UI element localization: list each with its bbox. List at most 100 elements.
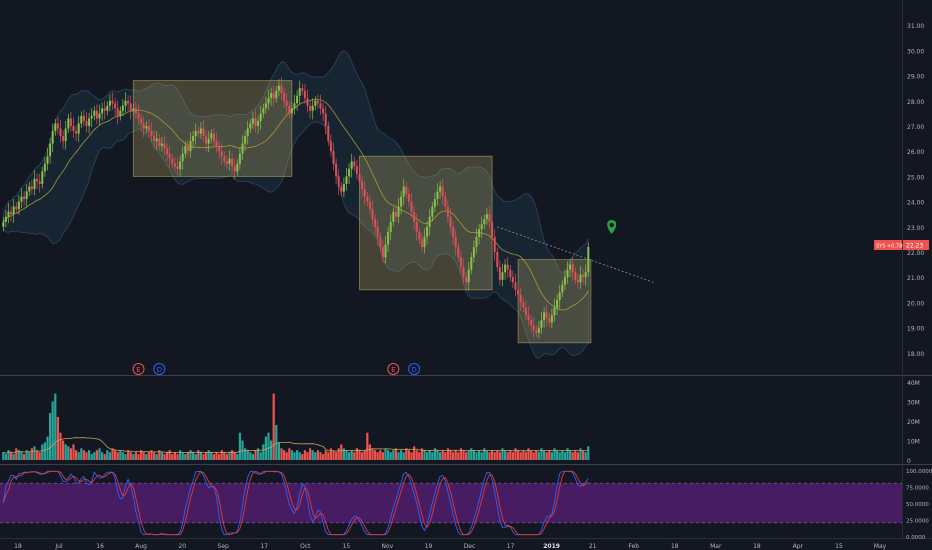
candle-body-74	[194, 131, 197, 136]
volume-bar-32	[85, 452, 88, 460]
time-tick-6: 17	[260, 543, 268, 550]
volume-bar-35	[93, 452, 96, 460]
candle-body-70	[184, 146, 187, 154]
candle-body-123	[322, 108, 325, 114]
volume-bar-78	[205, 452, 208, 460]
candle-body-61	[160, 143, 163, 147]
volume-bar-204	[532, 452, 535, 460]
event-earnings-3[interactable]: E	[387, 363, 400, 375]
volume-bar-147	[384, 448, 387, 460]
volume-bar-124	[324, 450, 327, 460]
stochastic-panel	[0, 470, 902, 536]
volume-bar-174	[454, 450, 457, 460]
time-tick-17: Mar	[710, 543, 722, 550]
volume-bar-186	[485, 450, 488, 460]
volume-bar-122	[319, 452, 322, 460]
event-dividend-4[interactable]: D	[408, 363, 421, 375]
volume-tick-4: 0	[907, 458, 911, 465]
volume-bar-187	[488, 452, 491, 460]
candle-body-92	[241, 143, 244, 154]
range-box-1	[132, 80, 293, 177]
stoch-tick-2: 50.0000	[906, 502, 929, 508]
volume-bar-4	[12, 454, 15, 460]
time-tick-11: Dec	[464, 543, 476, 550]
candle-body-97	[254, 118, 257, 126]
volume-bar-43	[114, 450, 117, 460]
candle-body-133	[348, 168, 351, 177]
candle-body-21	[56, 123, 59, 129]
candle-body-5	[15, 206, 18, 210]
event-earnings-1[interactable]: E	[132, 363, 145, 375]
volume-bar-55	[145, 454, 148, 460]
candle-body-1	[4, 216, 7, 222]
volume-bar-88	[231, 450, 234, 460]
volume-bar-22	[59, 432, 62, 460]
event-label: D	[411, 366, 416, 374]
time-tick-5: Sep	[218, 543, 230, 550]
candle-body-88	[231, 158, 234, 167]
candle-body-134	[350, 161, 353, 169]
candle-body-131	[342, 184, 345, 192]
candle-body-209	[545, 312, 548, 318]
candle-body-200	[522, 302, 525, 308]
candle-body-46	[121, 105, 124, 111]
time-axis: 18 Jul 16 Aug 20 Sep 17 Oct 15 Nov 19 Dec 17 2019 21 Fe…	[14, 543, 886, 550]
event-dividend-2[interactable]: D	[153, 363, 166, 375]
candle-body-162	[423, 236, 426, 247]
candle-body-192	[501, 272, 504, 280]
volume-bar-150	[392, 450, 395, 460]
time-tick-21: May	[874, 543, 887, 550]
stoch-tick-4: 0.0000	[906, 535, 926, 541]
candle-body-44	[116, 108, 119, 116]
volume-bar-217	[566, 448, 569, 460]
candle-body-80	[210, 133, 213, 139]
candle-body-31	[82, 115, 85, 121]
volume-bar-26	[69, 448, 72, 460]
volume-bar-207	[540, 448, 543, 460]
volume-bar-68	[179, 450, 182, 460]
volume-bar-63	[166, 452, 169, 460]
candle-body-170	[444, 196, 447, 207]
volume-bar-223	[582, 450, 585, 460]
volume-bar-126	[329, 448, 332, 460]
time-tick-18: 18	[753, 543, 761, 550]
candle-body-213	[556, 299, 559, 308]
price-tick-5: 26.00	[907, 149, 924, 156]
candle-body-184	[480, 224, 483, 230]
volume-bar-38	[101, 452, 104, 460]
volume-bar-193	[504, 450, 507, 460]
volume-bar-64	[168, 450, 171, 460]
volume-bar-111	[290, 450, 293, 460]
volume-bar-91	[238, 432, 241, 460]
volume-bar-206	[537, 452, 540, 460]
candle-body-160	[418, 231, 421, 240]
price-tick-4: 27.00	[907, 124, 924, 131]
candle-body-104	[272, 93, 275, 99]
time-tick-1: Jul	[54, 543, 63, 550]
volume-bar-209	[545, 452, 548, 460]
volume-bar-105	[275, 424, 278, 460]
volume-bar-67	[176, 454, 179, 460]
volume-bar-39	[103, 454, 106, 460]
location-marker-icon[interactable]	[607, 220, 617, 234]
volume-tick-0: 40M	[907, 380, 920, 387]
volume-bar-133	[348, 452, 351, 460]
volume-bar-77	[202, 454, 205, 460]
candle-body-29	[77, 123, 80, 134]
volume-bar-69	[181, 452, 184, 460]
candle-body-136	[355, 166, 358, 174]
candle-body-130	[340, 186, 343, 192]
volume-bar-183	[478, 450, 481, 460]
volume-bar-51	[134, 452, 137, 460]
time-tick-12: 17	[507, 543, 515, 550]
candle-body-52	[137, 113, 140, 119]
volume-bar-189	[493, 452, 496, 460]
candle-body-35	[93, 110, 96, 116]
volume-bar-144	[376, 452, 379, 460]
volume-bar-92	[241, 440, 244, 460]
price-tick-2: 29.00	[907, 74, 924, 81]
volume-bar-47	[124, 454, 127, 460]
volume-bar-34	[90, 454, 93, 460]
